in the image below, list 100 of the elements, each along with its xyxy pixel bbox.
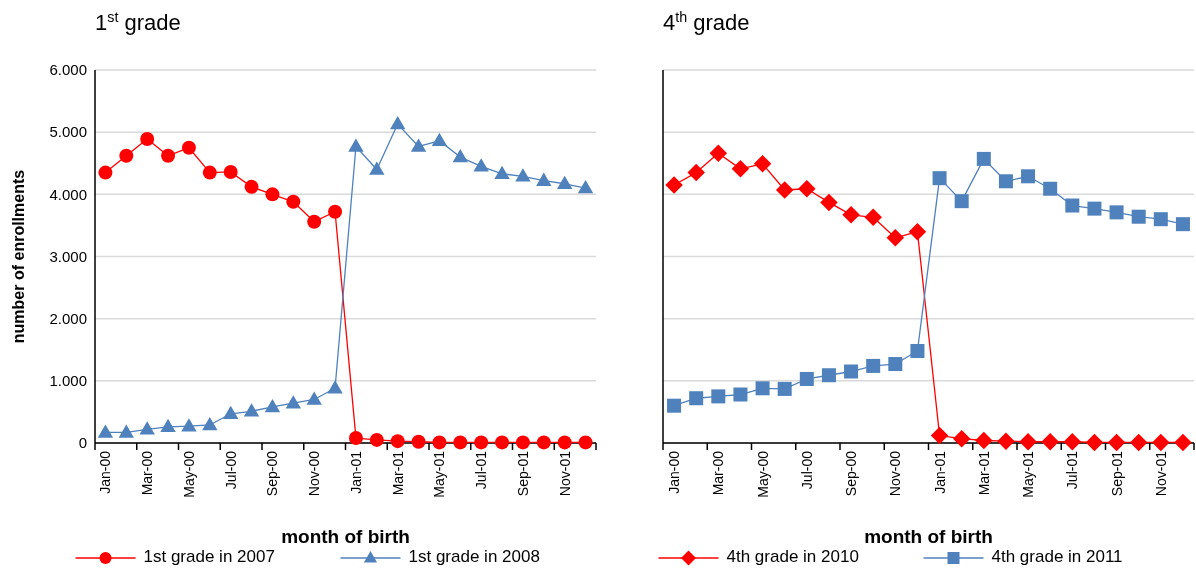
point [222,405,239,420]
x-tick-label: May-01 [1020,450,1037,498]
point [1063,433,1082,451]
point [432,435,447,450]
point [557,435,572,450]
point [369,161,385,175]
point [411,434,426,449]
point [1109,205,1124,220]
x-tick-label: Sep-00 [264,450,281,497]
point [140,132,155,147]
point [665,176,683,194]
point [285,395,302,409]
point [1107,433,1126,452]
point [1065,198,1080,213]
point [495,435,510,450]
point [709,144,728,163]
point [160,418,176,433]
y-tick-label: 2.000 [49,309,87,327]
point [886,229,905,247]
y-axis-title: number of enrollments [10,169,27,344]
x-axis-title: month of birth [281,526,410,547]
point [910,343,925,358]
point [327,380,343,394]
point [139,421,155,435]
x-tick-label: Jul-01 [1064,450,1081,490]
point [777,381,792,396]
point [264,398,281,413]
point [1129,433,1148,452]
point [97,424,114,438]
x-tick-label: Jan-00 [666,450,683,494]
point [348,138,364,152]
y-tick-label: 0 [78,434,87,452]
point [866,358,881,373]
point [997,432,1015,450]
x-tick-label: Jul-00 [222,450,239,490]
y-tick-label: 5.000 [49,123,87,141]
point [1043,181,1058,196]
point [119,148,134,163]
point [474,435,489,450]
point [431,132,448,147]
point [181,418,197,432]
legend-label: 1st grade in 2007 [143,546,275,566]
point [452,148,469,163]
point [775,181,794,199]
x-tick-label: Sep-01 [514,450,531,497]
point [1085,433,1104,452]
x-axis-title: month of birth [864,526,993,547]
legend-label: 4th grade in 2011 [991,546,1123,566]
x-tick-label: Nov-01 [556,450,573,497]
y-tick-label: 6.000 [49,61,87,79]
point [556,175,573,190]
point [515,168,531,182]
y-tick-label: 1.000 [49,372,87,390]
point [410,138,427,152]
point [286,194,301,209]
point [1175,217,1190,232]
point [536,172,552,186]
point [244,179,259,194]
point [687,163,705,182]
point [307,214,322,229]
point [306,391,322,405]
x-tick-label: Jan-01 [347,450,364,494]
point [536,435,551,450]
point [328,204,343,219]
chart-title: 1$^{st}$ grade [95,9,181,35]
point [975,431,993,450]
point [118,424,135,438]
x-tick-label: Nov-00 [887,450,904,497]
x-tick-label: Sep-00 [843,450,860,497]
point [954,194,969,209]
point [932,171,947,186]
point [667,398,682,413]
x-tick-label: Nov-00 [306,450,323,497]
point [930,426,949,445]
x-tick-label: May-01 [431,450,448,498]
point [888,357,903,372]
point [1131,209,1146,224]
point [223,164,238,179]
point [515,435,530,450]
point [821,368,836,383]
point [1087,201,1102,216]
x-tick-label: Nov-01 [1152,450,1169,497]
x-tick-label: May-00 [180,450,197,498]
x-tick-label: Mar-00 [139,450,156,496]
point [798,179,816,198]
x-tick-label: Mar-01 [389,450,406,496]
point [711,389,726,404]
point [1152,433,1170,452]
point [820,193,838,212]
x-tick-label: Jan-01 [931,450,948,494]
point [689,391,704,406]
point [577,180,594,194]
point [494,165,510,180]
point [799,371,814,386]
x-tick-label: May-00 [754,450,771,498]
x-tick-label: Mar-01 [975,450,992,496]
point [578,435,593,450]
x-tick-label: Mar-00 [710,450,727,496]
point [98,165,113,180]
point [453,435,468,450]
